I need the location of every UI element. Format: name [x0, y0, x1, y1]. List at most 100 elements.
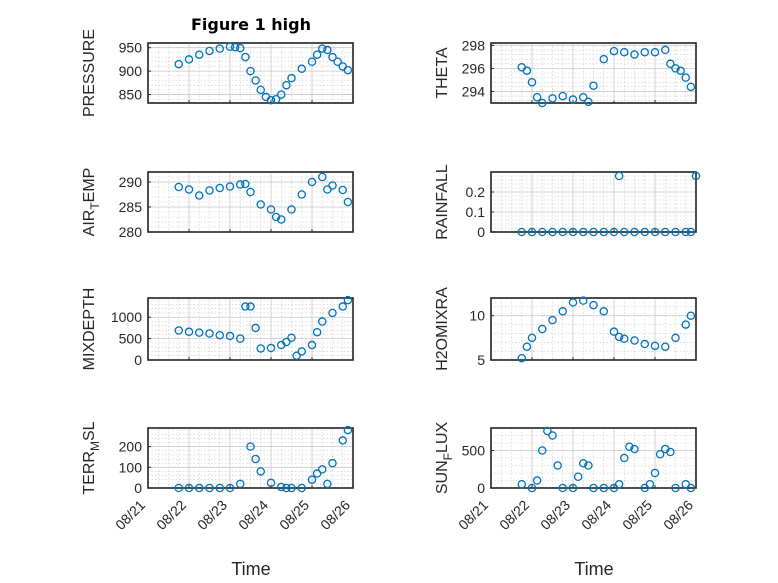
- data-point: [241, 302, 250, 311]
- data-point: [661, 342, 670, 351]
- data-point: [194, 328, 204, 337]
- data-point: [297, 64, 306, 74]
- data-point: [184, 185, 194, 194]
- panel-terr-msl: 0 100 200 TERRMSL 08/21 08/22 08/23 08/24 08/25 0…: [81, 421, 354, 533]
- data-point: [666, 59, 675, 69]
- y-axis-label: H2OMIXRA: [434, 287, 451, 371]
- data-point: [538, 227, 547, 237]
- data-point: [568, 227, 578, 237]
- y-tick-label: 285: [119, 199, 143, 215]
- y-axis-label: SUNFLUX: [434, 422, 455, 495]
- data-point: [568, 483, 578, 493]
- y-axis-label: PRESSURE: [81, 29, 98, 117]
- x-tick-label: 08/22: [153, 497, 189, 533]
- y-tick-label: 0: [134, 352, 142, 368]
- data-point: [538, 98, 547, 108]
- data-point: [630, 227, 639, 237]
- x-tick-label: 08/24: [235, 497, 271, 533]
- data-point: [256, 467, 265, 476]
- x-axis-label-right: Time: [574, 559, 613, 579]
- data-point: [235, 180, 245, 189]
- data-point: [317, 44, 327, 53]
- data-point: [276, 215, 286, 224]
- data-point: [297, 347, 306, 356]
- data-point: [307, 475, 317, 484]
- data-point: [215, 330, 224, 340]
- data-point: [317, 172, 327, 182]
- y-tick-label: 0: [477, 224, 485, 240]
- data-point: [527, 333, 537, 343]
- data-point: [522, 342, 532, 351]
- axes-box: [490, 427, 697, 489]
- data-point: [589, 300, 598, 310]
- data-point: [287, 73, 296, 83]
- data-point: [174, 326, 183, 335]
- data-point: [655, 449, 665, 459]
- data-point: [323, 479, 332, 489]
- data-point: [297, 483, 306, 493]
- data-point: [225, 483, 235, 493]
- data-point: [527, 227, 537, 237]
- y-axis-label: AIRTEMP: [81, 168, 102, 237]
- data-point: [225, 42, 235, 52]
- data-point: [517, 479, 527, 489]
- data-point: [548, 94, 557, 103]
- x-tick-label: 08/21: [112, 497, 148, 533]
- y-axis-label: MIXDEPTH: [81, 288, 98, 371]
- data-point: [650, 468, 660, 478]
- y-tick-label: 10: [469, 308, 485, 324]
- data-point: [579, 92, 588, 102]
- data-point: [194, 483, 204, 493]
- data-point: [671, 333, 680, 343]
- data-point: [681, 227, 691, 237]
- data-point: [661, 227, 670, 237]
- axes-box: [147, 42, 354, 104]
- y-tick-label: 500: [462, 443, 486, 459]
- data-point: [184, 483, 194, 493]
- y-tick-label: 290: [119, 174, 143, 190]
- data-point: [650, 341, 660, 351]
- data-point: [589, 483, 598, 493]
- data-point: [558, 307, 568, 316]
- y-axis-label: THETA: [434, 47, 451, 99]
- data-point: [246, 66, 255, 76]
- data-point: [614, 171, 624, 181]
- data-point: [174, 59, 183, 69]
- data-point: [553, 461, 562, 470]
- data-point: [251, 76, 260, 85]
- data-point: [558, 91, 568, 101]
- data-point: [225, 182, 235, 191]
- data-point: [246, 302, 255, 311]
- data-point: [174, 182, 183, 192]
- data-point: [230, 42, 240, 52]
- data-point: [328, 308, 337, 318]
- data-point: [307, 57, 317, 67]
- data-point: [573, 472, 583, 481]
- data-point: [645, 479, 655, 489]
- data-point: [312, 469, 322, 478]
- data-point: [215, 483, 224, 493]
- data-point: [614, 332, 624, 342]
- data-point: [251, 323, 260, 333]
- data-point: [256, 344, 265, 353]
- y-tick-label: 0.2: [466, 184, 486, 200]
- data-point: [328, 458, 337, 468]
- data-point: [620, 453, 629, 463]
- x-tick-label: 08/21: [455, 497, 491, 533]
- data-point: [256, 85, 265, 95]
- data-point: [343, 295, 353, 305]
- panel-mixdepth: 0 500 1000 MIXDEPTH: [81, 288, 354, 371]
- y-tick-label: 0: [477, 480, 485, 496]
- data-point: [317, 465, 327, 474]
- data-point: [266, 205, 276, 214]
- plot-area: [490, 171, 697, 233]
- data-point: [686, 311, 696, 320]
- x-axis-label-left: Time: [231, 559, 270, 579]
- x-tick-label: 08/25: [276, 497, 312, 533]
- x-tick-label: 08/23: [537, 497, 573, 533]
- data-point: [599, 227, 609, 237]
- data-point: [630, 50, 639, 59]
- data-point: [333, 57, 342, 67]
